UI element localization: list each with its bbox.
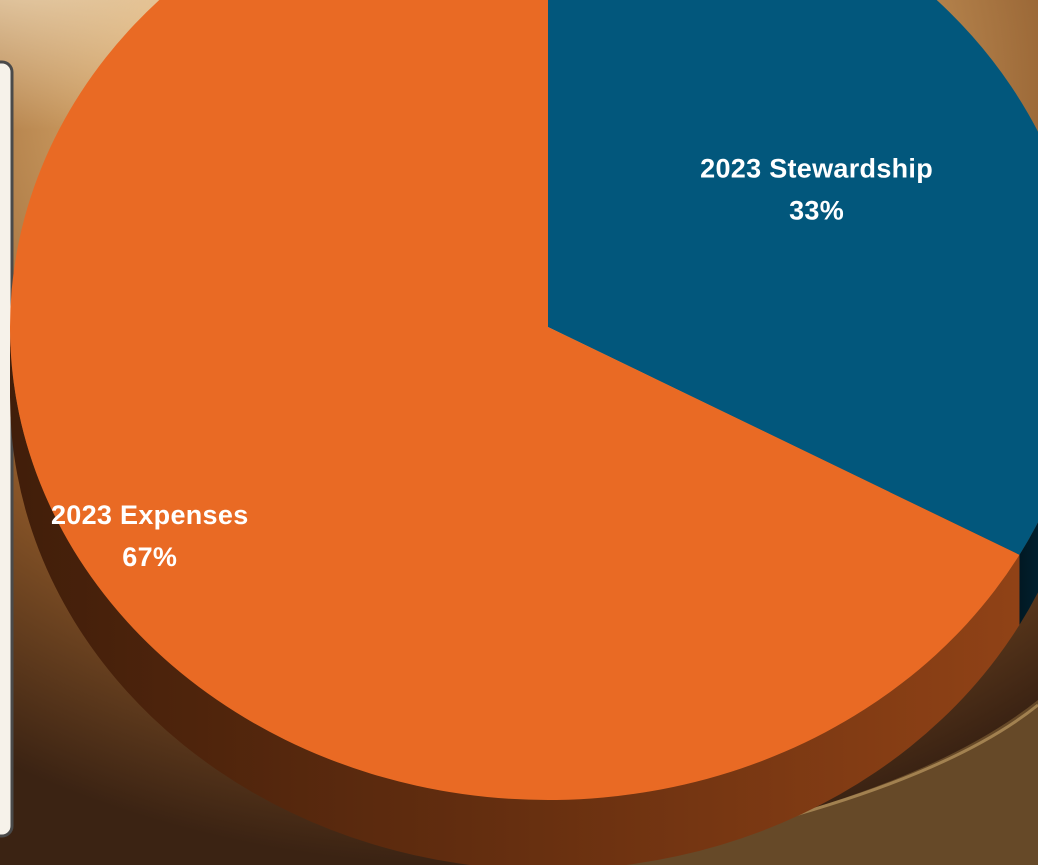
pie-label-2023-stewardship: 2023 Stewardship — [700, 153, 933, 183]
pie-labels: 2023 Stewardship 33% 2023 Expenses 67% — [51, 153, 933, 572]
side-panel — [0, 60, 14, 838]
pie-side-wall — [10, 327, 1038, 865]
pie-side-2023-expenses — [10, 327, 1020, 865]
pie-value-2023-stewardship: 33% — [789, 195, 844, 225]
pie-side-2023-stewardship — [1019, 522, 1038, 625]
pie-label-2023-expenses: 2023 Expenses — [51, 500, 249, 530]
pie-top — [9, 0, 1038, 800]
pan-rim — [560, 700, 1038, 865]
pie-value-2023-expenses: 67% — [122, 542, 177, 572]
pie-slice-2023-expenses — [9, 0, 1020, 800]
pie-slice-2023-stewardship — [548, 0, 1038, 555]
